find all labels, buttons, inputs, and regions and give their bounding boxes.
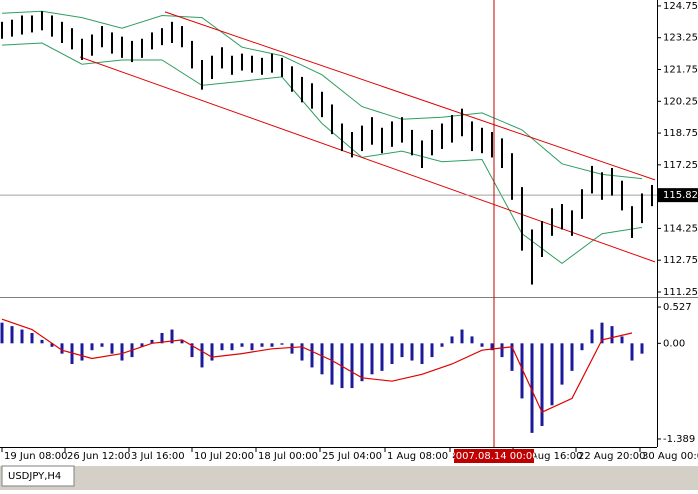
y-tick-label: -1.389 xyxy=(663,434,695,445)
bollinger-upper xyxy=(1,10,643,180)
tab[interactable] xyxy=(1,465,75,487)
y-tick-label: 111.25 xyxy=(663,287,698,298)
x-tick-label: 25 Jul 04:00 xyxy=(322,451,382,462)
signal-line xyxy=(1,318,633,413)
tab-label[interactable]: USDJPY,H4 xyxy=(8,471,61,482)
y-tick-label: 124.75 xyxy=(663,1,698,12)
crosshair-label-box xyxy=(454,449,534,463)
x-tick-label: 18 Jul 00:00 xyxy=(258,451,318,462)
tab-bar xyxy=(0,466,698,490)
bollinger-lower xyxy=(1,42,643,265)
y-tick-label: 114.25 xyxy=(663,223,698,234)
x-tick-label: 3 Jul 16:00 xyxy=(131,451,185,462)
channel-line xyxy=(164,11,656,181)
y-tick-label: 118.75 xyxy=(663,128,698,139)
y-tick-label: 117.25 xyxy=(663,160,698,171)
y-tick-label: 112.75 xyxy=(663,255,698,266)
x-tick-label: 1 Aug 08:00 xyxy=(387,451,448,462)
current-price-box xyxy=(658,188,698,203)
x-tick-label: 10 Jul 20:00 xyxy=(194,451,254,462)
crosshair-label: 2007.08.14 00:00 xyxy=(449,451,538,462)
y-tick-label: 121.75 xyxy=(663,64,698,75)
y-tick-label: 123.25 xyxy=(663,33,698,44)
y-tick-label: 120.25 xyxy=(663,96,698,107)
x-tick-label: 26 Jun 12:00 xyxy=(67,451,131,462)
x-tick-label: 19 Jun 08:00 xyxy=(4,451,68,462)
y-tick-label: 0.527 xyxy=(663,302,692,313)
x-tick-label: 30 Aug 00:00 xyxy=(642,451,698,462)
current-price-label: 115.82 xyxy=(663,190,698,201)
channel-line xyxy=(79,56,656,263)
x-tick-label: 22 Aug 20:00 xyxy=(578,451,645,462)
x-tick-label: 15 Aug 16:00 xyxy=(515,451,582,462)
y-tick-label: 0.00 xyxy=(663,338,685,349)
